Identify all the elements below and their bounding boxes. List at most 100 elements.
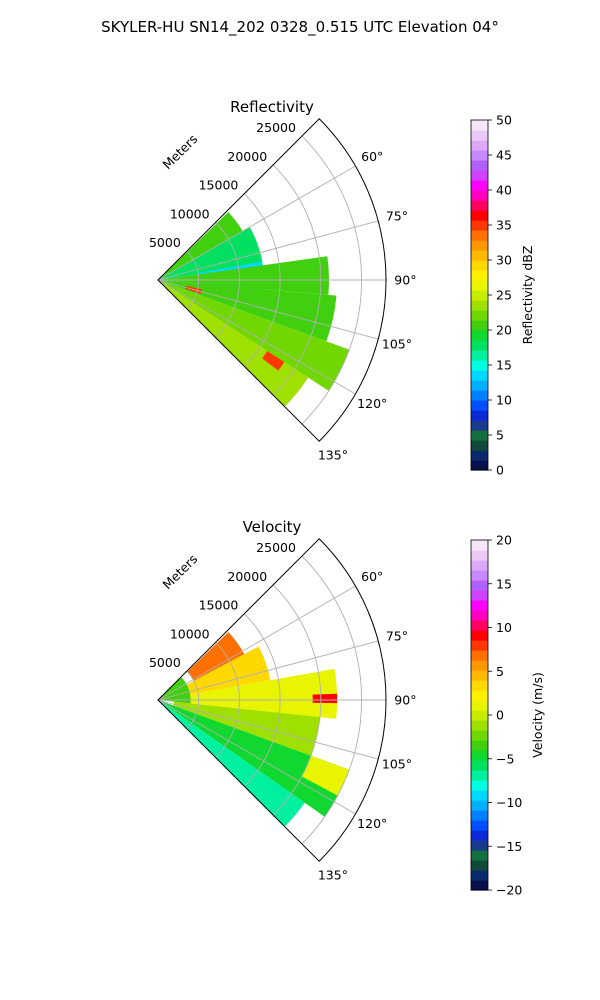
colorbar-swatch [471,550,488,561]
colorbar-swatch [471,310,488,321]
colorbar-swatch [471,220,488,231]
colorbar-swatch [471,610,488,621]
azimuth-tick-label: 105° [382,337,412,352]
colorbar-swatch [471,360,488,371]
colorbar-tick-label: 15 [496,358,512,373]
colorbar-swatch [471,140,488,151]
colorbar-swatch [471,870,488,881]
range-tick-label: 10000 [170,206,210,221]
colorbar-swatch [471,170,488,181]
colorbar-swatch [471,600,488,611]
reflectivity-colorbar-label: Reflectivity dBZ [520,246,535,345]
azimuth-tick-label: 75° [386,628,408,643]
colorbar-swatch [471,730,488,741]
colorbar-swatch [471,590,488,601]
azimuth-gridline [157,585,356,701]
radar-echo-cell [158,256,330,295]
sector-frame [157,538,387,862]
azimuth-tick-label: 135° [318,867,348,882]
colorbar-tick-label: 0 [496,708,504,723]
colorbar-tick-label: 10 [496,393,512,408]
figure-title: SKYLER-HU SN14_202 0328_0.515 UTC Elevat… [101,18,499,37]
reflectivity-title: Reflectivity [230,98,314,116]
colorbar-swatch [471,750,488,761]
colorbar-swatch [471,650,488,661]
colorbar-tick-label: −5 [496,751,514,766]
colorbar-swatch [471,280,488,291]
colorbar-swatch [471,190,488,201]
range-tick-label: 25000 [256,540,296,555]
colorbar-tick-label: 5 [496,428,504,443]
colorbar-tick-label: 10 [496,620,512,635]
colorbar-swatch [471,440,488,451]
range-tick-label: 5000 [149,655,181,670]
colorbar-swatch [471,800,488,811]
colorbar-swatch [471,780,488,791]
colorbar-swatch [471,760,488,771]
reflectivity-panel: Reflectivity Meters 60° 75° 90° 105° 120° 135… [149,98,535,478]
colorbar-swatch [471,230,488,241]
colorbar-swatch [471,830,488,841]
velocity-range-label: Meters [160,551,201,592]
range-tick-label: 25000 [256,120,296,135]
radar-echo-cell [187,632,245,681]
colorbar-swatch [471,820,488,831]
azimuth-tick-label: 120° [357,816,387,831]
range-tick-label: 15000 [199,598,239,613]
colorbar-tick-label: 45 [496,148,512,163]
velocity-sector: 60° 75° 90° 105° 120° 135° 5000 10000 15000 20000… [149,538,416,882]
colorbar-swatch [471,380,488,391]
range-tick-label: 10000 [170,626,210,641]
azimuth-gridline [157,220,379,281]
colorbar-swatch [471,630,488,641]
colorbar-swatch [471,560,488,571]
colorbar-swatch [471,660,488,671]
colorbar-swatch [471,350,488,361]
reflectivity-colorbar: Reflectivity dBZ 0 5 10 15 20 25 30 35 40 45 50 [470,113,535,478]
colorbar-swatch [471,270,488,281]
colorbar-swatch [471,150,488,161]
colorbar-swatch [471,710,488,721]
sector-frame [157,118,387,442]
colorbar-tick-label: 40 [496,183,512,198]
colorbar-swatch [471,330,488,341]
range-tick-label: 20000 [227,569,267,584]
azimuth-gridline [157,165,356,281]
azimuth-gridline [157,279,356,395]
range-tick-label: 15000 [199,178,239,193]
colorbar-swatch [471,880,488,891]
velocity-panel: Velocity Meters 60° 75° 90° 105° 120° 135° 500… [149,518,545,898]
colorbar-swatch [471,240,488,251]
colorbar-swatch [471,580,488,591]
reflectivity-sector: 60° 75° 90° 105° 120° 135° 5000 10000 15000 20000… [149,118,416,462]
radar-echo-cell [174,668,338,719]
radar-echo-cell [173,701,320,756]
colorbar-swatch [471,790,488,801]
colorbar-swatch [471,840,488,851]
radar-echo-cell [158,700,350,817]
colorbar-tick-label: 50 [496,113,512,128]
colorbar-swatch [471,450,488,461]
colorbar-swatch [471,180,488,191]
radar-echo-cell [158,280,309,407]
azimuth-tick-label: 75° [386,208,408,223]
reflectivity-range-label: Meters [160,131,201,172]
colorbar-tick-label: 5 [496,664,504,679]
colorbar-swatch [471,200,488,211]
velocity-colorbar: Velocity (m/s) −20 −15 −10 −5 0 5 10 15 20 [470,533,545,898]
colorbar-swatch [471,390,488,401]
radar-echo-cell [312,693,338,704]
colorbar-tick-label: 30 [496,253,512,268]
radar-echo-cell [179,646,271,696]
colorbar-swatch [471,570,488,581]
range-tick-label: 5000 [149,235,181,250]
colorbar-swatch [471,130,488,141]
colorbar-swatch [471,250,488,261]
azimuth-tick-label: 90° [394,273,416,288]
colorbar-swatch [471,370,488,381]
colorbar-tick-label: −10 [496,795,522,810]
colorbar-swatch [471,320,488,331]
colorbar-swatch [471,420,488,431]
colorbar-tick-label: 25 [496,288,512,303]
